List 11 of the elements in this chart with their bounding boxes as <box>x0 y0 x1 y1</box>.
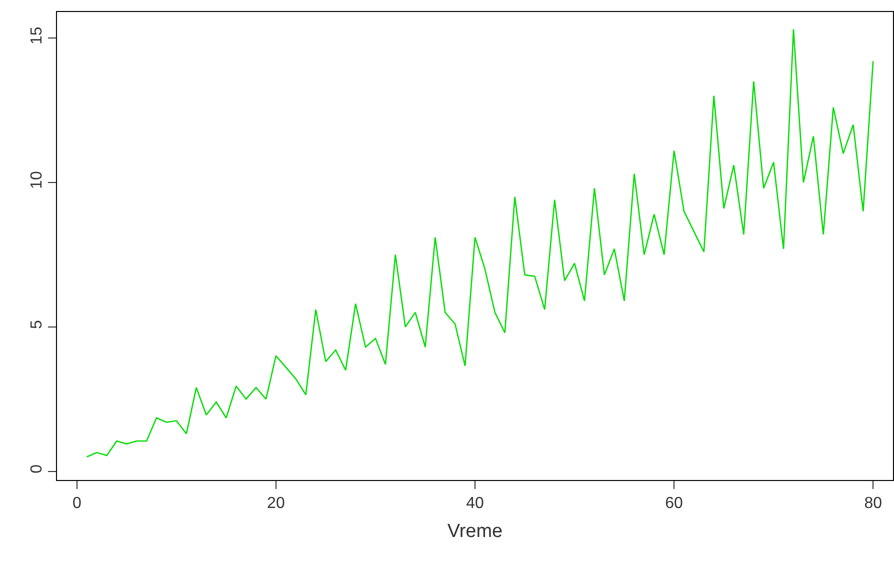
x-tick-label: 0 <box>72 495 82 512</box>
x-tick-label: 40 <box>466 495 484 512</box>
x-tick-label: 80 <box>864 495 882 512</box>
y-tick-label: 0 <box>28 464 46 474</box>
x-tick-label: 60 <box>665 495 684 512</box>
x-tick-label: 20 <box>267 495 285 512</box>
x-axis-title: Vreme <box>447 521 503 542</box>
line-series <box>86 28 874 458</box>
y-tick-label: 15 <box>28 26 46 44</box>
y-tick-label: 5 <box>28 320 46 329</box>
y-tick-label: 10 <box>28 171 46 189</box>
